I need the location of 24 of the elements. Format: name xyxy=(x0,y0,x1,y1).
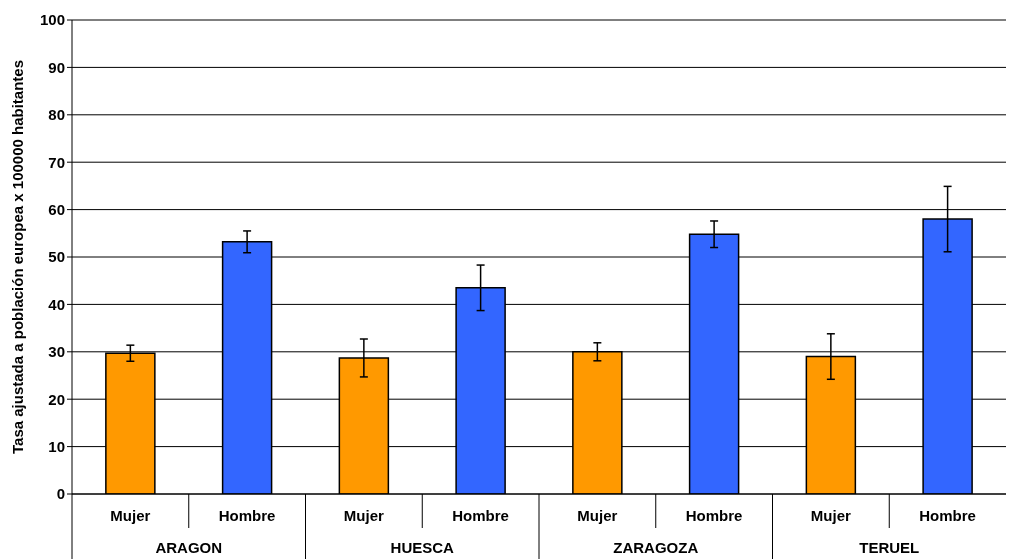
y-tick-label: 70 xyxy=(48,153,65,171)
x-tick-label: Mujer xyxy=(810,507,852,524)
x-tick-label: Mujer xyxy=(577,507,618,524)
y-tick-label: 90 xyxy=(48,58,65,76)
y-tick-label: 80 xyxy=(48,106,65,124)
y-tick-label: 30 xyxy=(48,343,65,361)
x-tick-label: Mujer xyxy=(343,507,385,524)
y-tick-label: 100 xyxy=(39,11,65,29)
text: TERUEL xyxy=(859,539,920,556)
text: ARAGON xyxy=(155,539,223,556)
y-tick-label: 50 xyxy=(48,248,65,266)
y-axis-title: Tasa ajustada a población europea x 100000 habitantes xyxy=(8,59,26,455)
x-tick-label: Hombre xyxy=(685,507,743,524)
text: HUESCA xyxy=(390,539,455,556)
x-tick-label: Mujer xyxy=(110,507,151,524)
x-tick-label: Hombre xyxy=(919,507,976,524)
y-tick-label: 20 xyxy=(48,390,65,408)
text: ZARAGOZA xyxy=(613,539,699,556)
x-tick-label: Hombre xyxy=(452,507,509,524)
y-tick-label: 0 xyxy=(56,485,65,503)
y-tick-label: 10 xyxy=(48,437,65,455)
y-tick-label: 40 xyxy=(48,295,65,313)
y-tick-label: 60 xyxy=(48,200,65,218)
x-tick-label: Hombre xyxy=(218,507,276,524)
